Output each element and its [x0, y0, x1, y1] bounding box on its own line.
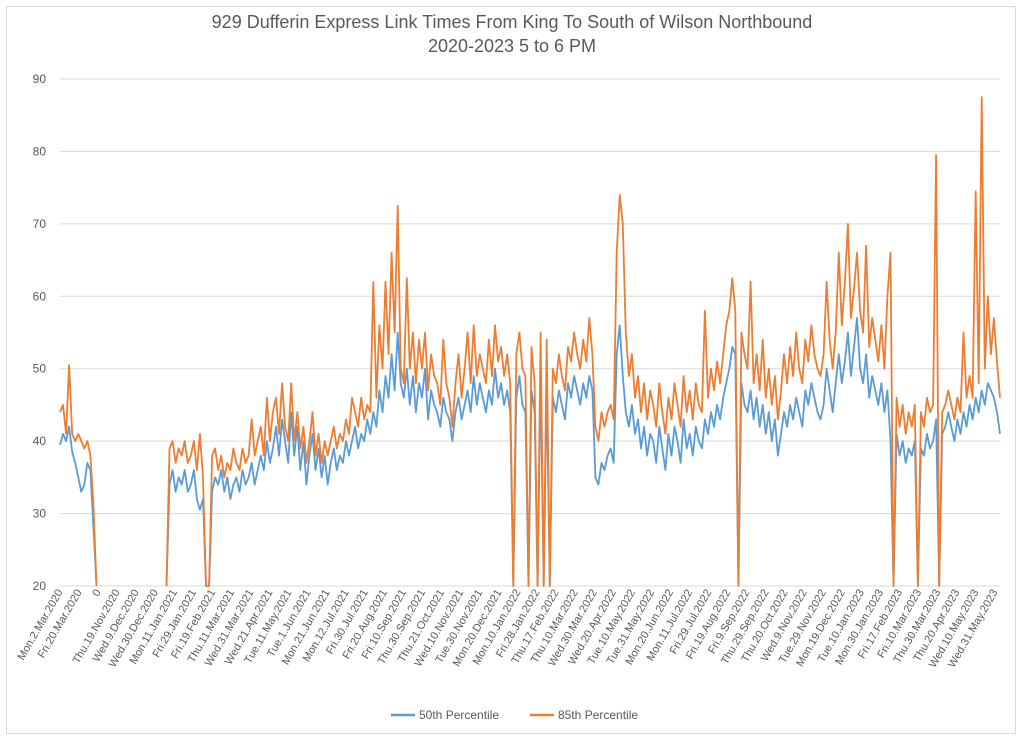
legend-label-p85: 85th Percentile: [558, 708, 638, 722]
chart-title-line-1: 929 Dufferin Express Link Times From Kin…: [211, 12, 813, 32]
chart-frame: [6, 6, 1016, 734]
y-tick-label: 60: [33, 289, 47, 303]
chart-subtitle: 2020-2023 5 to 6 PM: [427, 36, 597, 56]
y-tick-label: 80: [33, 144, 47, 158]
y-tick-label: 70: [33, 217, 47, 231]
chart-title: 929 Dufferin Express Link Times From Kin…: [0, 10, 1024, 58]
y-tick-label: 20: [33, 579, 47, 593]
series-line-p85: [59, 96, 1001, 587]
x-tick-label: 0: [90, 588, 103, 599]
y-axis-tick-labels: 20 30 40 50 60 70 80 90: [33, 72, 47, 593]
y-tick-label: 50: [33, 362, 47, 376]
legend-label-p50: 50th Percentile: [419, 708, 499, 722]
series-lines: [59, 96, 1001, 587]
y-tick-label: 30: [33, 507, 47, 521]
y-tick-label: 40: [33, 434, 47, 448]
legend: 50th Percentile 85th Percentile: [391, 708, 638, 722]
y-tick-label: 90: [33, 72, 47, 86]
